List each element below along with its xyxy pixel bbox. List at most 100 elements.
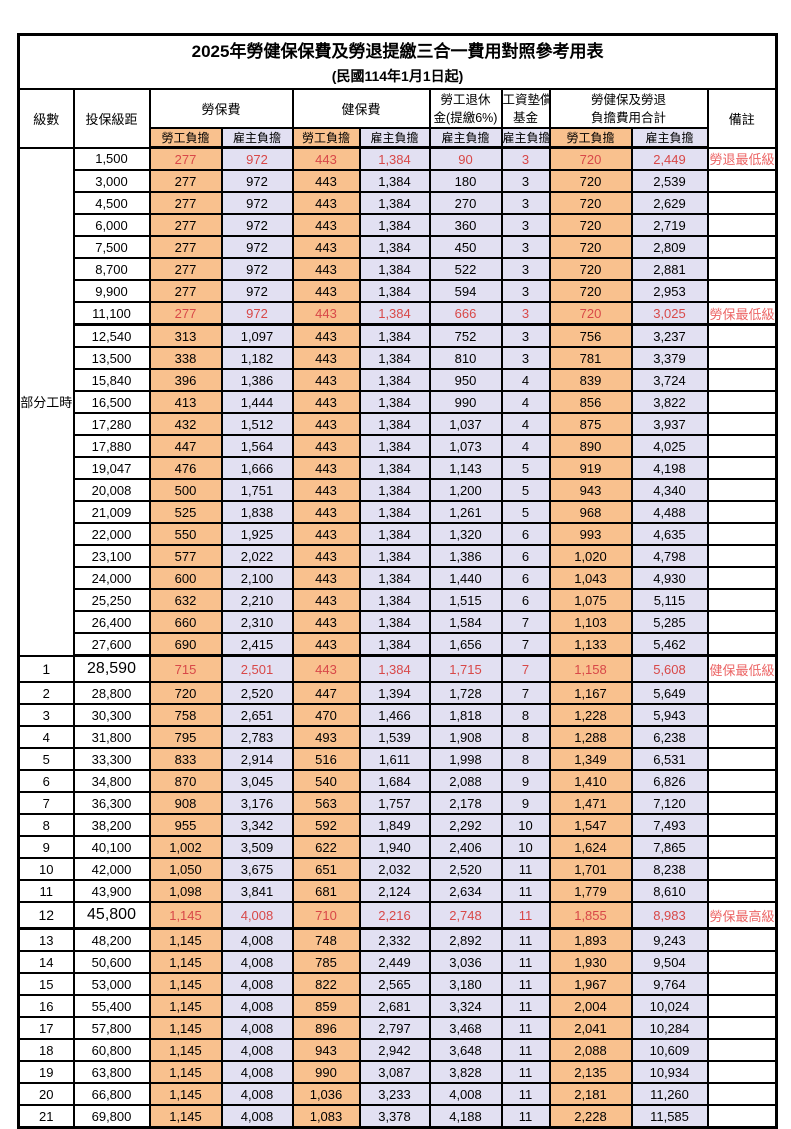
cell-insured-bracket: 34,800 bbox=[72, 769, 151, 793]
cell-total-employee: 1,930 bbox=[548, 950, 633, 974]
cell-wage-fund-employer: 3 bbox=[500, 191, 551, 215]
cell-pension-employer: 1,818 bbox=[428, 703, 503, 727]
cell-wage-fund-employer: 7 bbox=[500, 681, 551, 705]
cell-total-employee: 1,547 bbox=[548, 813, 633, 837]
cell-wage-fund-employer: 11 bbox=[500, 1016, 551, 1040]
cell-total-employee: 1,020 bbox=[548, 544, 633, 568]
table-row: 1 28,590 715 2,501 443 1,384 1,715 7 1,158 5,608 健… bbox=[17, 654, 778, 683]
cell-health-employee: 443 bbox=[291, 500, 361, 524]
cell-pension-employer: 1,037 bbox=[428, 412, 503, 436]
cell-pension-employer: 950 bbox=[428, 368, 503, 392]
subcol-health-employee: 勞工負擔 bbox=[291, 127, 361, 149]
cell-total-employer: 3,025 bbox=[630, 301, 709, 326]
cell-health-employer: 2,124 bbox=[358, 879, 431, 903]
cell-health-employee: 896 bbox=[291, 1016, 361, 1040]
cell-labor-employer: 3,509 bbox=[220, 835, 294, 859]
cell-remark bbox=[706, 213, 778, 237]
cell-health-employer: 1,384 bbox=[358, 478, 431, 502]
cell-remark: 健保最低級距 bbox=[706, 654, 778, 683]
cell-labor-employer: 3,342 bbox=[220, 813, 294, 837]
cell-health-employee: 443 bbox=[291, 279, 361, 303]
cell-insured-bracket: 53,000 bbox=[72, 972, 151, 996]
cell-total-employer: 10,609 bbox=[630, 1038, 709, 1062]
cell-labor-employee: 1,145 bbox=[148, 950, 223, 974]
cell-level: 3 bbox=[17, 703, 75, 727]
cell-pension-employer: 4,188 bbox=[428, 1104, 503, 1129]
cell-insured-bracket: 25,250 bbox=[72, 588, 151, 612]
cell-total-employer: 6,238 bbox=[630, 725, 709, 749]
cell-wage-fund-employer: 11 bbox=[500, 879, 551, 903]
cell-total-employer: 4,930 bbox=[630, 566, 709, 590]
cell-labor-employee: 577 bbox=[148, 544, 223, 568]
cell-insured-bracket: 21,009 bbox=[72, 500, 151, 524]
table-row: 8,700 277 972 443 1,384 522 3 720 2,881 bbox=[19, 257, 778, 281]
table-row: 17,280 432 1,512 443 1,384 1,037 4 875 3,937 bbox=[19, 412, 778, 436]
cell-total-employer: 7,493 bbox=[630, 813, 709, 837]
cell-remark bbox=[706, 857, 778, 881]
col-header-labor-insurance: 勞保費 bbox=[148, 88, 294, 129]
cell-labor-employer: 1,182 bbox=[220, 346, 294, 370]
cell-labor-employee: 277 bbox=[148, 191, 223, 215]
cell-insured-bracket: 19,047 bbox=[72, 456, 151, 480]
cell-health-employer: 2,216 bbox=[358, 901, 431, 930]
col-header-bracket: 投保級距 bbox=[72, 88, 151, 149]
cell-remark bbox=[706, 434, 778, 458]
cell-labor-employee: 1,145 bbox=[148, 1060, 223, 1084]
cell-wage-fund-employer: 7 bbox=[500, 632, 551, 657]
cell-pension-employer: 2,088 bbox=[428, 769, 503, 793]
cell-remark bbox=[706, 566, 778, 590]
table-row: 23,100 577 2,022 443 1,384 1,386 6 1,020 4,798 bbox=[19, 544, 778, 568]
cell-labor-employer: 2,501 bbox=[220, 654, 294, 683]
cell-total-employer: 4,635 bbox=[630, 522, 709, 546]
cell-wage-fund-employer: 3 bbox=[500, 213, 551, 237]
cell-remark bbox=[706, 1038, 778, 1062]
cell-remark: 勞保最低級距 bbox=[706, 301, 778, 326]
rows-container: 部分工時1,5002779724431,3849037202,449勞退最低級距… bbox=[17, 146, 778, 1129]
cell-remark bbox=[706, 169, 778, 193]
cell-total-employee: 1,893 bbox=[548, 927, 633, 952]
table-row: 4 31,800 795 2,783 493 1,539 1,908 8 1,288 6,238 bbox=[17, 725, 778, 749]
cell-insured-bracket: 38,200 bbox=[72, 813, 151, 837]
cell-health-employee: 785 bbox=[291, 950, 361, 974]
cell-insured-bracket: 33,300 bbox=[72, 747, 151, 771]
cell-total-employee: 781 bbox=[548, 346, 633, 370]
cell-total-employer: 11,260 bbox=[630, 1082, 709, 1106]
cell-insured-bracket: 24,000 bbox=[72, 566, 151, 590]
cell-remark bbox=[706, 390, 778, 414]
subcol-labor-employee: 勞工負擔 bbox=[148, 127, 223, 149]
cell-insured-bracket: 60,800 bbox=[72, 1038, 151, 1062]
cell-level: 10 bbox=[17, 857, 75, 881]
cell-wage-fund-employer: 8 bbox=[500, 747, 551, 771]
cell-remark: 勞退最低級距 bbox=[706, 146, 778, 171]
cell-pension-employer: 4,008 bbox=[428, 1082, 503, 1106]
cell-pension-employer: 90 bbox=[428, 146, 503, 171]
cell-labor-employer: 4,008 bbox=[220, 1082, 294, 1106]
cell-total-employee: 1,288 bbox=[548, 725, 633, 749]
cell-insured-bracket: 45,800 bbox=[72, 901, 151, 930]
cell-insured-bracket: 16,500 bbox=[72, 390, 151, 414]
cell-level: 18 bbox=[17, 1038, 75, 1062]
cell-level: 5 bbox=[17, 747, 75, 771]
cell-health-employee: 990 bbox=[291, 1060, 361, 1084]
cell-level: 1 bbox=[17, 654, 75, 683]
cell-total-employer: 10,024 bbox=[630, 994, 709, 1018]
cell-total-employer: 8,983 bbox=[630, 901, 709, 930]
cell-health-employee: 540 bbox=[291, 769, 361, 793]
cell-health-employee: 822 bbox=[291, 972, 361, 996]
cell-health-employer: 1,384 bbox=[358, 610, 431, 634]
cell-total-employer: 4,340 bbox=[630, 478, 709, 502]
table-row: 3,000 277 972 443 1,384 180 3 720 2,539 bbox=[19, 169, 778, 193]
cell-labor-employee: 277 bbox=[148, 257, 223, 281]
cell-pension-employer: 522 bbox=[428, 257, 503, 281]
cell-total-employee: 1,228 bbox=[548, 703, 633, 727]
cell-remark bbox=[706, 747, 778, 771]
cell-remark bbox=[706, 950, 778, 974]
cell-total-employer: 3,937 bbox=[630, 412, 709, 436]
cell-total-employer: 8,238 bbox=[630, 857, 709, 881]
cell-wage-fund-employer: 4 bbox=[500, 368, 551, 392]
cell-total-employer: 4,798 bbox=[630, 544, 709, 568]
cell-total-employee: 968 bbox=[548, 500, 633, 524]
cell-insured-bracket: 36,300 bbox=[72, 791, 151, 815]
cell-total-employee: 1,855 bbox=[548, 901, 633, 930]
